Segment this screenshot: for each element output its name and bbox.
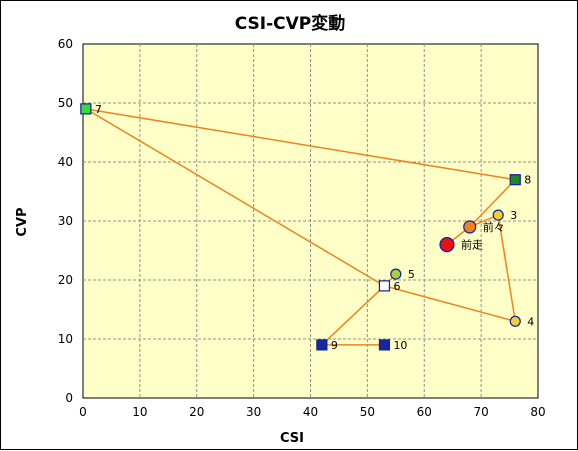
point-label: 10	[393, 339, 407, 352]
y-tick-label: 30	[58, 214, 73, 228]
y-tick-label: 50	[58, 96, 73, 110]
data-point-4	[509, 315, 521, 327]
x-tick-label: 40	[303, 405, 318, 419]
data-point-3	[492, 209, 504, 221]
data-point-7	[80, 103, 92, 115]
x-tick-label: 20	[189, 405, 204, 419]
point-label: 3	[510, 209, 517, 222]
x-tick-label: 50	[360, 405, 375, 419]
connecting-line	[321, 285, 385, 346]
x-tick-label: 10	[132, 405, 147, 419]
connecting-line	[85, 108, 385, 287]
connecting-line	[384, 285, 516, 323]
point-label: 7	[95, 103, 102, 116]
data-point-2	[463, 220, 477, 234]
data-point-5	[390, 268, 402, 280]
chart-title: CSI-CVP変動	[235, 13, 346, 34]
data-point-10	[378, 339, 391, 351]
data-points	[80, 103, 521, 351]
x-tick-label: 60	[417, 405, 432, 419]
y-tick-label: 10	[58, 332, 73, 346]
x-tick-label: 30	[246, 405, 261, 419]
data-point-6	[378, 280, 391, 292]
y-axis-label: CVP	[15, 207, 30, 236]
point-label: 5	[408, 268, 415, 281]
x-tick-label: 80	[530, 405, 545, 419]
point-label: 前々	[483, 220, 505, 234]
tick-labels: 0 10 20 30 40 50 60 70 80 0 10 20 30 40 50 60	[58, 37, 546, 419]
connecting-line	[85, 108, 516, 181]
x-axis-label: CSI	[280, 431, 304, 446]
data-point-1	[439, 237, 455, 253]
data-point-9	[316, 339, 328, 351]
point-label: 8	[524, 174, 531, 187]
y-tick-label: 60	[58, 37, 73, 51]
point-label: 9	[331, 339, 338, 352]
x-tick-label: 70	[473, 405, 488, 419]
connecting-line	[469, 179, 516, 228]
x-tick-label: 0	[79, 405, 87, 419]
y-tick-label: 40	[58, 155, 73, 169]
point-label: 6	[393, 280, 400, 293]
connecting-line	[497, 214, 516, 322]
point-label: 4	[527, 315, 534, 328]
y-tick-label: 20	[58, 273, 73, 287]
data-point-8	[509, 174, 521, 186]
point-label: 前走	[461, 238, 483, 252]
y-tick-label: 0	[65, 391, 73, 405]
gridlines	[83, 44, 538, 398]
